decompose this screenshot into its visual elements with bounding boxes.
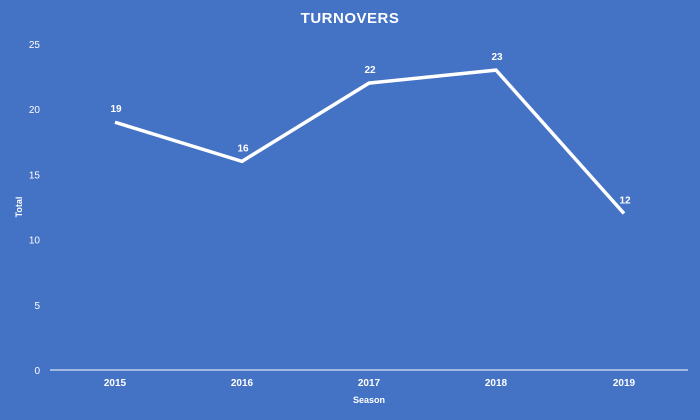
x-tick-label: 2015 [104, 378, 127, 389]
y-axis-label: Total [14, 197, 24, 218]
data-label: 12 [619, 196, 631, 207]
chart-title: TURNOVERS [300, 10, 400, 27]
series-line-turnovers [114, 68, 626, 215]
data-label: 23 [491, 52, 503, 63]
data-label: 22 [364, 65, 376, 76]
data-label: 16 [237, 143, 249, 154]
x-tick-label: 2017 [358, 378, 381, 389]
x-tick-label: 2016 [231, 378, 254, 389]
x-tick-label: 2019 [613, 378, 636, 389]
y-tick-label: 5 [34, 301, 40, 312]
data-label: 19 [110, 104, 122, 115]
y-tick-label: 10 [29, 236, 41, 247]
x-tick-label: 2018 [485, 378, 508, 389]
y-tick-label: 20 [29, 105, 41, 116]
y-tick-label: 0 [34, 366, 40, 377]
y-tick-label: 15 [29, 170, 41, 181]
x-axis-label: Season [353, 395, 385, 405]
y-tick-label: 25 [29, 40, 41, 51]
